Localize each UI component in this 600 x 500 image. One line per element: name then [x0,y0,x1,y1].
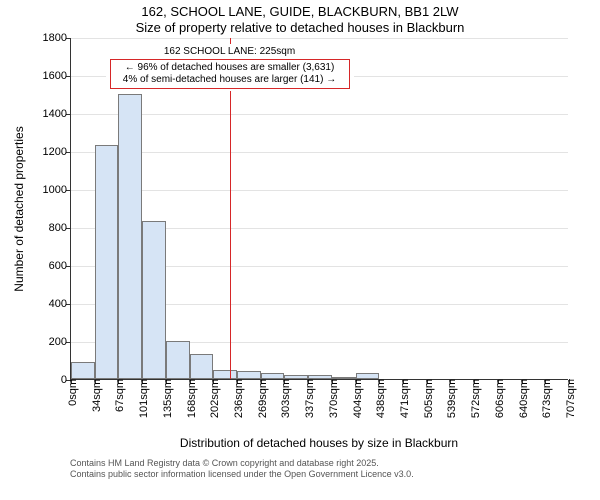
x-tick-label: 370sqm [324,379,340,418]
y-tick-label: 200 [49,336,71,348]
plot-area: 0200400600800100012001400160018000sqm34s… [70,38,568,380]
histogram-bar [166,341,190,379]
x-tick-label: 135sqm [158,379,174,418]
footnote-line-2: Contains public sector information licen… [70,469,414,480]
annotation-box: 162 SCHOOL LANE: 225sqm ← 96% of detached… [106,44,354,91]
x-tick-label: 572sqm [466,379,482,418]
title-line-1: 162, SCHOOL LANE, GUIDE, BLACKBURN, BB1 … [0,4,600,20]
footnote-line-1: Contains HM Land Registry data © Crown c… [70,458,414,469]
y-tick-label: 800 [49,222,71,234]
histogram-bar [71,362,95,379]
histogram-bar [284,375,308,379]
histogram-bar [190,354,214,379]
annotation-line-1: ← 96% of detached houses are smaller (3,… [115,62,345,74]
y-tick-label: 400 [49,298,71,310]
x-tick-label: 539sqm [442,379,458,418]
x-tick-label: 101sqm [134,379,150,418]
x-axis-label: Distribution of detached houses by size … [180,436,458,450]
x-tick-label: 303sqm [276,379,292,418]
title-line-2: Size of property relative to detached ho… [0,20,600,36]
x-tick-label: 640sqm [514,379,530,418]
annotation-body: ← 96% of detached houses are smaller (3,… [110,59,350,89]
x-tick-label: 168sqm [182,379,198,418]
gridline [71,114,568,115]
x-tick-label: 337sqm [300,379,316,418]
gridline [71,152,568,153]
histogram-bar [213,370,237,380]
x-tick-label: 707sqm [561,379,577,418]
histogram-bar [95,145,119,379]
annotation-line-2: 4% of semi-detached houses are larger (1… [115,74,345,86]
histogram-bar [356,373,380,379]
y-tick-label: 1400 [43,108,71,120]
x-tick-label: 438sqm [371,379,387,418]
histogram-bar [332,377,356,379]
gridline [71,190,568,191]
histogram-bar [237,371,261,379]
histogram-bar [142,221,166,379]
footnote: Contains HM Land Registry data © Crown c… [70,458,414,480]
y-axis-label: Number of detached properties [12,126,26,291]
x-tick-label: 34sqm [87,379,103,412]
gridline [71,38,568,39]
y-tick-label: 1200 [43,146,71,158]
annotation-title: 162 SCHOOL LANE: 225sqm [110,46,350,58]
chart-title: 162, SCHOOL LANE, GUIDE, BLACKBURN, BB1 … [0,0,600,37]
histogram-bar [308,375,332,379]
x-tick-label: 471sqm [395,379,411,418]
x-tick-label: 236sqm [229,379,245,418]
x-tick-label: 0sqm [63,379,79,406]
histogram-bar [261,373,285,379]
x-tick-label: 673sqm [537,379,553,418]
y-tick-label: 1800 [43,32,71,44]
x-tick-label: 269sqm [253,379,269,418]
y-tick-label: 1000 [43,184,71,196]
histogram-bar [118,94,142,379]
x-tick-label: 202sqm [205,379,221,418]
x-tick-label: 606sqm [490,379,506,418]
plot-wrapper: 0200400600800100012001400160018000sqm34s… [70,38,568,380]
x-tick-label: 404sqm [348,379,364,418]
y-tick-label: 1600 [43,70,71,82]
x-tick-label: 67sqm [110,379,126,412]
x-tick-label: 505sqm [419,379,435,418]
y-tick-label: 600 [49,260,71,272]
